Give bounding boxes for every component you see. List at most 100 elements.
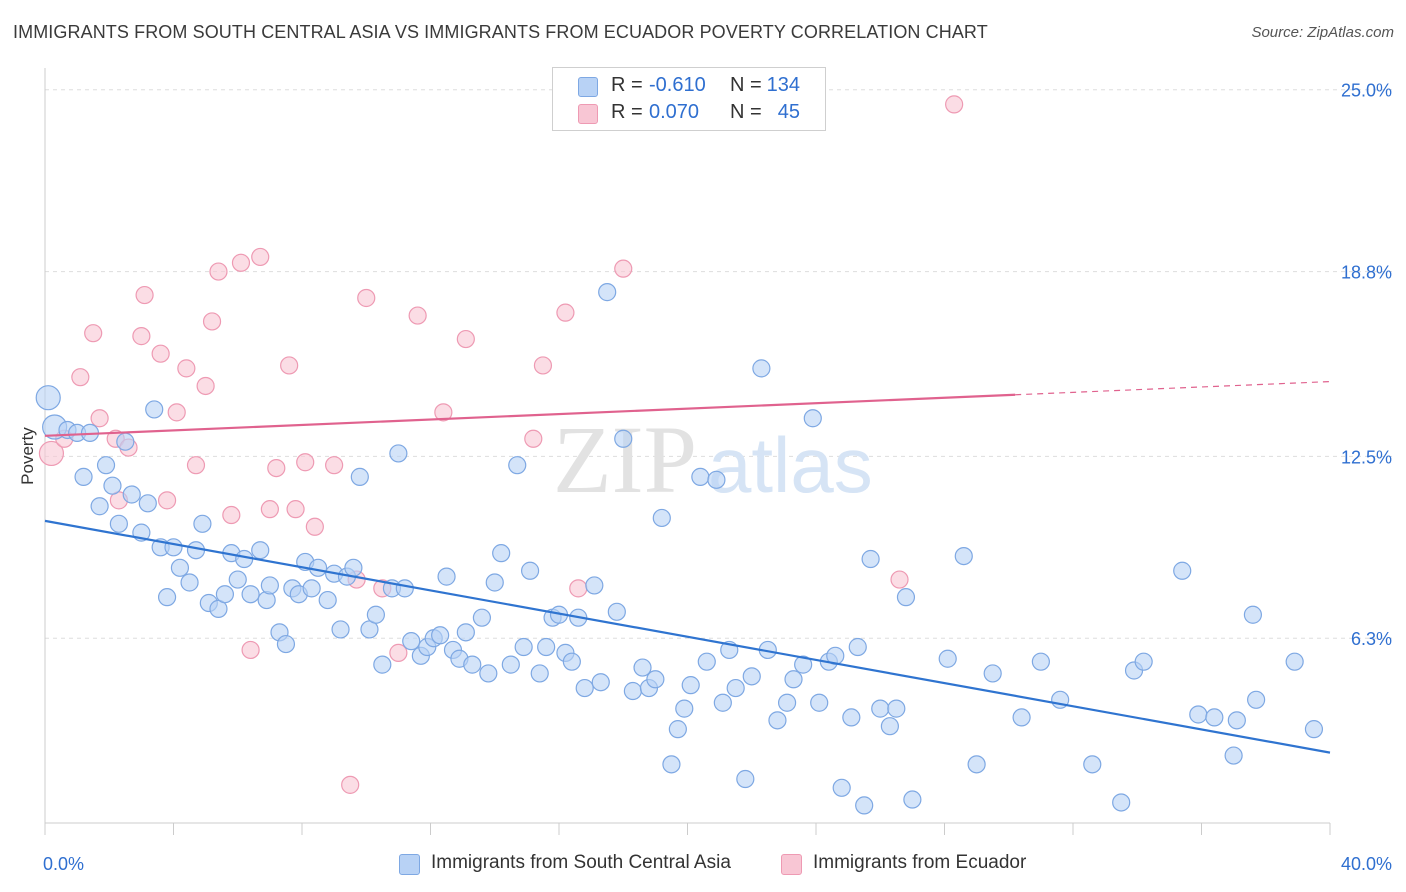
pink-swatch bbox=[578, 104, 598, 124]
ecuador-point bbox=[202, 312, 222, 331]
ecuador-point bbox=[186, 456, 206, 475]
south-central-asia-point bbox=[871, 699, 890, 718]
r-value: 0.070 bbox=[649, 101, 700, 123]
south-central-asia-point bbox=[109, 514, 128, 533]
south-central-asia-point bbox=[810, 693, 829, 712]
ecuador-trend-extension bbox=[1015, 380, 1331, 396]
y-tick-label: 12.5% bbox=[1341, 447, 1392, 467]
n-value: 134 bbox=[766, 74, 800, 96]
south-central-asia-point bbox=[784, 670, 803, 689]
grid-lines bbox=[45, 89, 1392, 639]
ecuador-point bbox=[389, 643, 408, 662]
south-central-asia-point bbox=[848, 637, 867, 657]
ecuador-point bbox=[222, 505, 241, 525]
ecuador-point bbox=[167, 403, 186, 422]
ecuador-points bbox=[38, 95, 964, 794]
south-central-asia-point bbox=[633, 658, 652, 677]
south-central-asia-point bbox=[697, 652, 716, 671]
ecuador-point bbox=[151, 344, 170, 363]
south-central-asia-point bbox=[456, 623, 475, 642]
ecuador-point bbox=[38, 440, 65, 467]
south-central-asia-point bbox=[938, 649, 957, 668]
south-central-asia-point bbox=[508, 456, 527, 475]
y-tick-label: 18.8% bbox=[1341, 263, 1392, 283]
south-central-asia-point bbox=[861, 549, 880, 569]
ecuador-point bbox=[524, 429, 543, 448]
south-central-asia-point bbox=[395, 579, 414, 598]
south-central-asia-point bbox=[803, 409, 822, 428]
south-central-asia-point bbox=[103, 476, 122, 495]
trend-lines bbox=[44, 380, 1331, 754]
south-central-asia-point bbox=[492, 544, 511, 563]
ecuador-point bbox=[533, 356, 553, 375]
ecuador-point bbox=[296, 453, 315, 472]
ecuador-point bbox=[945, 95, 964, 114]
south-central-asia-point bbox=[562, 652, 581, 671]
south-central-asia-point bbox=[366, 605, 385, 624]
south-central-asia-point bbox=[614, 429, 633, 448]
south-central-asia-point bbox=[145, 400, 164, 419]
south-central-asia-point bbox=[260, 576, 279, 595]
ecuador-point bbox=[456, 329, 475, 349]
ecuador-point bbox=[280, 356, 299, 375]
ecuador-point bbox=[132, 327, 151, 346]
pink-swatch bbox=[781, 854, 802, 875]
south-central-asia-point bbox=[402, 632, 421, 651]
south-central-asia-point bbox=[251, 541, 270, 560]
blue-swatch bbox=[399, 854, 420, 875]
south-central-asia-point bbox=[116, 432, 135, 451]
south-central-asia-point bbox=[591, 673, 610, 692]
south-central-asia-point bbox=[344, 558, 363, 577]
south-central-asia-point bbox=[157, 588, 177, 607]
south-central-asia-point bbox=[1134, 652, 1153, 671]
y-tick-label: 6.3% bbox=[1351, 629, 1392, 649]
correlation-legend: R = -0.610 N = 134 R = 0.070 N = 45 bbox=[552, 67, 826, 131]
n-label: N = bbox=[730, 74, 762, 96]
ecuador-point bbox=[135, 285, 154, 305]
south-central-asia-point bbox=[1031, 652, 1050, 671]
r-value: -0.610 bbox=[649, 74, 706, 96]
ecuador-point bbox=[251, 247, 270, 267]
ecuador-point bbox=[286, 500, 305, 519]
ecuador-point bbox=[71, 368, 90, 387]
ecuador-point bbox=[614, 259, 633, 278]
south-central-asia-point bbox=[742, 667, 761, 686]
south-central-asia-point bbox=[880, 717, 899, 736]
source-label: Source: ZipAtlas.com bbox=[1251, 24, 1394, 41]
south-central-asia-point bbox=[472, 608, 491, 627]
ecuador-point bbox=[209, 262, 228, 281]
south-central-asia-point bbox=[752, 359, 771, 378]
south-central-asia-point bbox=[164, 538, 183, 557]
south-central-asia-point bbox=[74, 467, 93, 486]
ecuador-point bbox=[241, 640, 260, 660]
south-central-asia-point bbox=[832, 778, 851, 797]
south-central-asia-point bbox=[437, 567, 456, 586]
south-central-asia-point bbox=[1083, 755, 1102, 774]
south-central-asia-point bbox=[463, 655, 482, 674]
watermark-zip: ZIP bbox=[553, 406, 697, 513]
south-central-asia-point bbox=[681, 676, 700, 695]
south-central-asia-point bbox=[1224, 746, 1243, 765]
ecuador-point bbox=[305, 517, 324, 536]
ecuador-point bbox=[84, 324, 103, 343]
south-central-asia-point bbox=[954, 546, 973, 566]
ecuador-point bbox=[196, 376, 215, 396]
ecuador-point bbox=[231, 253, 251, 272]
y-axis-label: Poverty bbox=[18, 427, 37, 485]
ecuador-point bbox=[177, 359, 196, 378]
south-central-asia-point bbox=[855, 796, 874, 815]
south-central-asia-point bbox=[736, 769, 755, 789]
south-central-asia-point bbox=[373, 655, 392, 674]
ecuador-point bbox=[357, 288, 376, 308]
r-label: R = bbox=[611, 74, 643, 96]
south-central-asia-point bbox=[662, 755, 681, 774]
south-central-asia-point bbox=[842, 708, 861, 727]
n-value: 45 bbox=[777, 101, 800, 123]
south-central-asia-point bbox=[170, 558, 190, 577]
chart-title: IMMIGRANTS FROM SOUTH CENTRAL ASIA VS IM… bbox=[13, 22, 988, 42]
south-central-asia-point bbox=[713, 693, 732, 712]
south-central-asia-point bbox=[520, 561, 540, 580]
south-central-asia-point bbox=[896, 588, 916, 607]
south-central-asia-point bbox=[707, 470, 726, 489]
